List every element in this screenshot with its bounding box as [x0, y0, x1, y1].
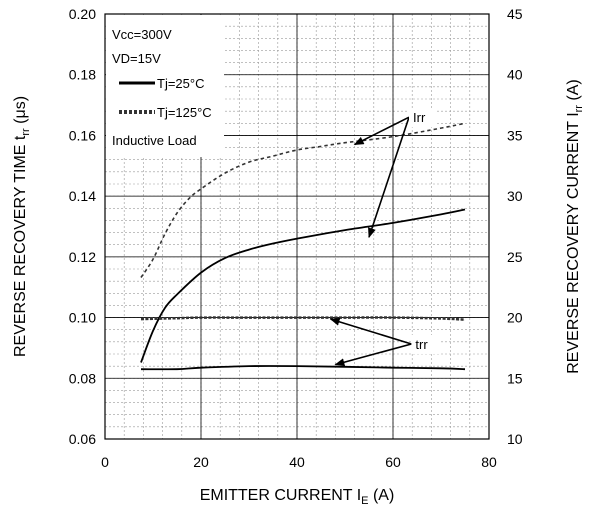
annotation-arrow-trr — [334, 343, 412, 367]
annotation-arrow-irr — [353, 116, 410, 146]
annotation-arrow-trr — [329, 317, 412, 345]
x-tick-label: 60 — [385, 454, 401, 470]
y2-tick-label: 20 — [507, 310, 523, 326]
x-tick-label: 20 — [193, 454, 209, 470]
plot-frame — [104, 13, 490, 440]
y-tick-label: 0.14 — [69, 188, 96, 204]
y2-tick-label: 10 — [507, 431, 523, 447]
annotations: Irr trr — [329, 108, 440, 367]
y2-axis-title: REVERSE RECOVERY CURRENT Irr (A) — [565, 79, 585, 374]
y-tick-label: 0.10 — [69, 310, 96, 326]
legend-note-inductive-load: Inductive Load — [112, 133, 197, 148]
y-axis-title: REVERSE RECOVERY TIME trr (μs) — [12, 96, 32, 357]
annotation-background-irr — [409, 108, 437, 128]
legend-background — [106, 15, 224, 157]
x-tick-label: 0 — [101, 454, 109, 470]
y2-tick-label: 45 — [507, 6, 523, 22]
legend-entry-tj125: Tj=125°C — [157, 105, 212, 120]
series-line-trr-tj125 — [140, 316, 466, 321]
x-axis-title: EMITTER CURRENT IE (A) — [200, 487, 395, 507]
y-tick-label: 0.16 — [69, 127, 96, 143]
annotation-arrow-irr — [368, 116, 410, 239]
series-line-irr-tj25 — [140, 208, 466, 363]
y2-tick-label: 30 — [507, 188, 523, 204]
legend: Vcc=300V VD=15V Tj=25°C Tj=125°C Inducti… — [106, 15, 224, 157]
x-tick-label: 80 — [481, 454, 497, 470]
y2-tick-label: 25 — [507, 249, 523, 265]
y2-tick-label: 35 — [507, 127, 523, 143]
y2-tick-label: 15 — [507, 370, 523, 386]
y-tick-label: 0.12 — [69, 249, 96, 265]
series-line-trr-tj25 — [140, 365, 466, 371]
y-tick-label: 0.08 — [69, 370, 96, 386]
series-line-irr-tj125 — [140, 122, 466, 278]
y2-tick-label: 40 — [507, 67, 523, 83]
annotation-background-trr — [411, 334, 440, 354]
legend-condition-vcc: Vcc=300V — [112, 27, 172, 42]
legend-condition-vd: VD=15V — [112, 51, 161, 66]
x-tick-label: 40 — [289, 454, 305, 470]
legend-entry-tj25: Tj=25°C — [157, 76, 204, 91]
annotation-irr: Irr — [413, 110, 426, 125]
y-tick-label: 0.20 — [69, 6, 96, 22]
ticks-layer: 0 20 40 60 80 0.06 0.08 0.10 0.12 0.14 0.16 0.18 0.2… — [69, 6, 523, 470]
y-tick-label: 0.18 — [69, 67, 96, 83]
y-tick-label: 0.06 — [69, 431, 96, 447]
annotation-trr: trr — [415, 337, 428, 352]
series-layer — [140, 122, 466, 371]
